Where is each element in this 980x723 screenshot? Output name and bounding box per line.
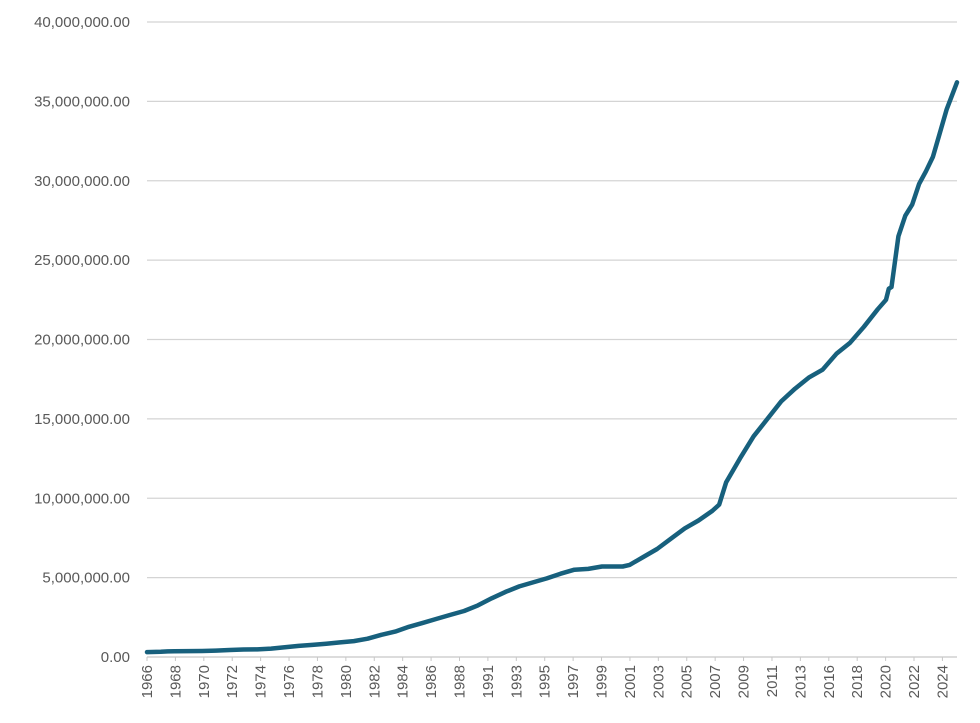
x-tick-label: 2001 — [622, 665, 639, 698]
y-tick-label: 25,000,000.00 — [34, 252, 130, 269]
x-tick-label: 1991 — [480, 665, 497, 698]
series-layer — [144, 80, 960, 655]
x-tick-label: 1982 — [366, 665, 383, 698]
x-tick-label: 1974 — [253, 665, 270, 698]
y-tick-label: 35,000,000.00 — [34, 93, 130, 110]
x-axis: 1966 1968 1970 1972 1974 1976 1978 1980 1982 1984… — [139, 656, 957, 698]
x-tick-label: 2024 — [934, 665, 951, 698]
x-tick-label: 2011 — [764, 665, 781, 697]
x-tick-label: 2009 — [736, 665, 753, 698]
x-tick-label: 1986 — [423, 665, 440, 698]
x-tick-label: 1984 — [395, 665, 412, 698]
x-tick-label: 1966 — [139, 665, 156, 698]
y-tick-label: 10,000,000.00 — [34, 490, 130, 507]
y-tick-label: 15,000,000.00 — [34, 411, 130, 428]
x-tick-label: 1997 — [565, 665, 582, 698]
y-tick-label: 0.00 — [101, 649, 130, 666]
x-tick-label: 1976 — [281, 665, 298, 698]
x-tick-label: 1978 — [309, 665, 326, 698]
y-tick-label: 30,000,000.00 — [34, 173, 130, 190]
x-tick-label: 2007 — [707, 665, 724, 698]
x-tick-label: 2005 — [679, 665, 696, 698]
x-tick-label: 1970 — [196, 665, 213, 698]
x-tick-label: 2018 — [849, 665, 866, 698]
x-tick-label: 1993 — [508, 665, 525, 698]
x-tick-label: 1980 — [338, 665, 355, 698]
series-line — [144, 80, 960, 655]
x-tick-label: 1968 — [167, 665, 184, 698]
y-tick-label: 5,000,000.00 — [42, 570, 130, 587]
y-tick-label: 40,000,000.00 — [34, 14, 130, 31]
x-tick-label: 2013 — [792, 665, 809, 698]
x-tick-label: 1972 — [224, 665, 241, 698]
x-tick-label: 2003 — [650, 665, 667, 698]
x-tick-label: 2016 — [821, 665, 838, 698]
y-tick-label: 20,000,000.00 — [34, 332, 130, 349]
y-axis: 0.00 5,000,000.00 10,000,000.00 15,000,000.… — [34, 14, 130, 666]
x-tick-label: 1995 — [537, 665, 554, 698]
x-tick-label: 1999 — [594, 665, 611, 698]
gridlines — [147, 21, 957, 579]
x-tick-label: 2020 — [878, 665, 895, 698]
x-tick-label: 2022 — [906, 665, 923, 698]
x-tick-label: 1988 — [451, 665, 468, 698]
